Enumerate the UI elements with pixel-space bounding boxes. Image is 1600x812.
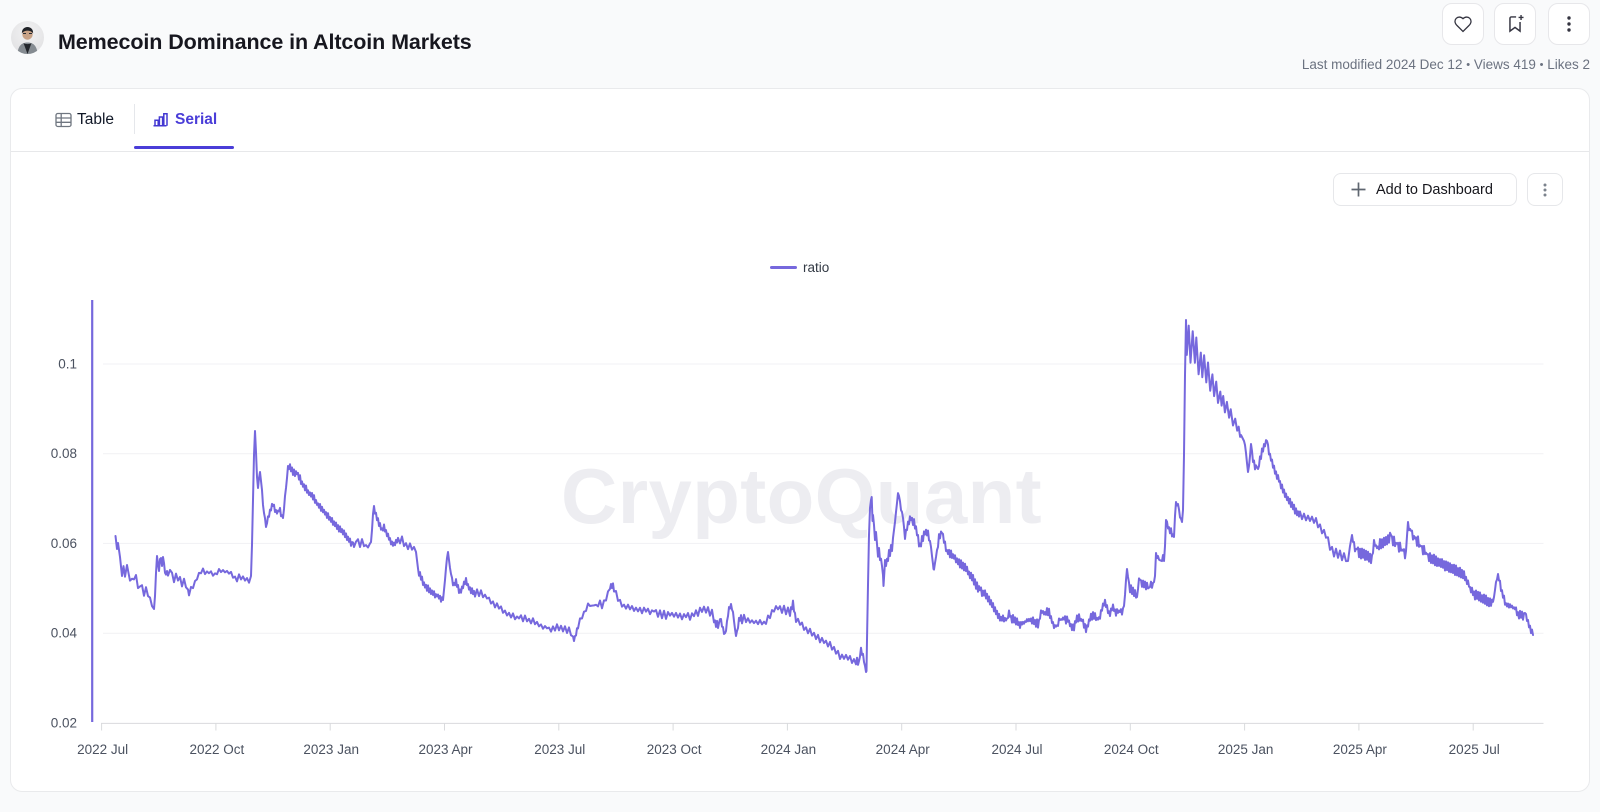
svg-text:2022 Jul: 2022 Jul	[77, 742, 128, 757]
svg-text:0.06: 0.06	[51, 536, 77, 551]
svg-text:0.02: 0.02	[51, 715, 77, 730]
svg-text:2024 Apr: 2024 Apr	[876, 742, 931, 757]
svg-text:2023 Jul: 2023 Jul	[534, 742, 585, 757]
svg-text:2024 Jul: 2024 Jul	[991, 742, 1042, 757]
svg-text:2024 Jan: 2024 Jan	[761, 742, 817, 757]
svg-text:2025 Jan: 2025 Jan	[1218, 742, 1274, 757]
svg-text:0.08: 0.08	[51, 446, 77, 461]
svg-text:2023 Apr: 2023 Apr	[418, 742, 473, 757]
svg-text:2023 Jan: 2023 Jan	[303, 742, 359, 757]
svg-text:2022 Oct: 2022 Oct	[190, 742, 245, 757]
svg-text:2024 Oct: 2024 Oct	[1104, 742, 1159, 757]
svg-text:2025 Jul: 2025 Jul	[1449, 742, 1500, 757]
svg-text:2023 Oct: 2023 Oct	[647, 742, 702, 757]
svg-text:2025 Apr: 2025 Apr	[1333, 742, 1388, 757]
svg-text:0.04: 0.04	[51, 626, 78, 641]
svg-text:0.1: 0.1	[58, 357, 77, 372]
